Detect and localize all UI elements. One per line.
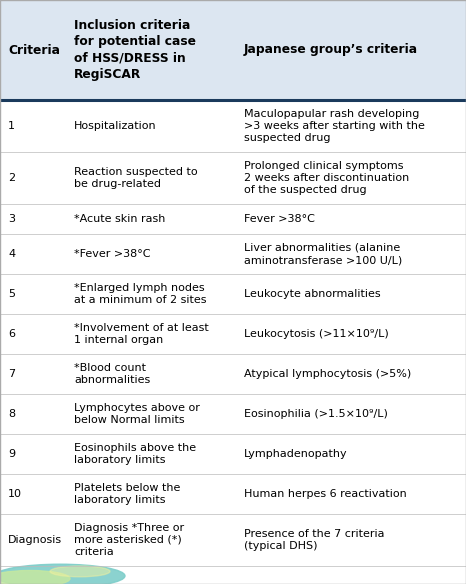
Bar [0,152,466,204]
Text: Platelets below the
laboratory limits: Platelets below the laboratory limits [74,483,180,505]
Text: Prolonged clinical symptoms
2 weeks after discontinuation
of the suspected drug: Prolonged clinical symptoms 2 weeks afte… [244,161,409,196]
Text: Lymphocytes above or
below Normal limits: Lymphocytes above or below Normal limits [74,403,200,425]
Text: 4: 4 [8,249,15,259]
Text: Leukocyte abnormalities: Leukocyte abnormalities [244,289,381,299]
Text: Liver abnormalities (alanine
aminotransferase >100 U/L): Liver abnormalities (alanine aminotransf… [244,243,402,265]
Text: Atypical lymphocytosis (>5%): Atypical lymphocytosis (>5%) [244,369,411,379]
Text: Eosinophils above the
laboratory limits: Eosinophils above the laboratory limits [74,443,196,465]
Text: Diagnosis *Three or
more asterisked (*)
criteria: Diagnosis *Three or more asterisked (*) … [74,523,184,557]
Bar [0,204,466,234]
Text: Diagnosis: Diagnosis [8,535,62,545]
Text: *Blood count
abnormalities: *Blood count abnormalities [74,363,150,385]
Text: 6: 6 [8,329,15,339]
Text: Criteria: Criteria [8,43,60,57]
Text: *Enlarged lymph nodes
at a minimum of 2 sites: *Enlarged lymph nodes at a minimum of 2 … [74,283,206,305]
Bar [0,354,466,394]
Text: 5: 5 [8,289,15,299]
Bar [0,394,466,434]
Text: Leukocytosis (>11×10⁹/L): Leukocytosis (>11×10⁹/L) [244,329,389,339]
Bar [0,474,466,514]
Ellipse shape [50,566,110,577]
Text: 9: 9 [8,449,15,459]
Bar [0,100,466,152]
Bar [0,434,466,474]
Text: 10: 10 [8,489,22,499]
Bar [0,0,466,100]
Text: 7: 7 [8,369,15,379]
Ellipse shape [0,564,125,584]
Text: *Fever >38°C: *Fever >38°C [74,249,151,259]
Text: Maculopapular rash developing
>3 weeks after starting with the
suspected drug: Maculopapular rash developing >3 weeks a… [244,109,425,144]
Text: *Acute skin rash: *Acute skin rash [74,214,165,224]
Bar [0,274,466,314]
Text: 1: 1 [8,121,15,131]
Bar [0,566,466,584]
Ellipse shape [0,571,70,584]
Text: Presence of the 7 criteria
(typical DHS): Presence of the 7 criteria (typical DHS) [244,529,384,551]
Text: Hospitalization: Hospitalization [74,121,157,131]
Text: 8: 8 [8,409,15,419]
Bar [0,314,466,354]
Text: Eosinophilia (>1.5×10⁹/L): Eosinophilia (>1.5×10⁹/L) [244,409,388,419]
Bar [0,514,466,566]
Text: Fever >38°C: Fever >38°C [244,214,315,224]
Text: Human herpes 6 reactivation: Human herpes 6 reactivation [244,489,407,499]
Text: 2: 2 [8,173,15,183]
Text: Inclusion criteria
for potential case
of HSS/DRESS in
RegiSCAR: Inclusion criteria for potential case of… [74,19,196,81]
Text: Japanese group’s criteria: Japanese group’s criteria [244,43,418,57]
Text: Reaction suspected to
be drug-related: Reaction suspected to be drug-related [74,167,198,189]
Text: *Involvement of at least
1 internal organ: *Involvement of at least 1 internal orga… [74,323,209,345]
Text: Lymphadenopathy: Lymphadenopathy [244,449,348,459]
Text: 3: 3 [8,214,15,224]
Bar [0,234,466,274]
